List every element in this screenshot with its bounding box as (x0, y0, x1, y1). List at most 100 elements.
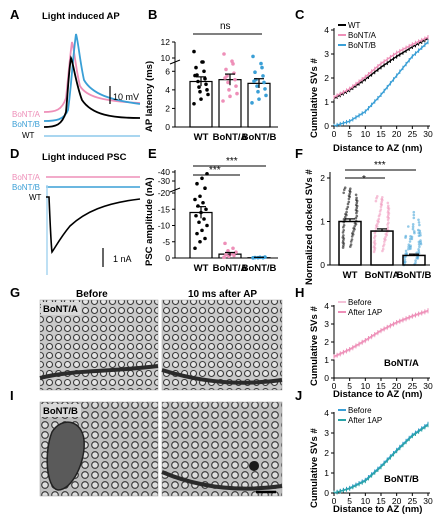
trace-a-bontb (43, 33, 141, 122)
panel-f-point-1-43 (387, 221, 390, 224)
panel-h-xtick-label-6: 30 (423, 381, 433, 391)
panel-f-point-1-34 (381, 196, 384, 199)
panel-b-point-0-14 (200, 60, 204, 64)
panel-d-title: Light induced PSC (42, 152, 127, 163)
panel-f-point-0-59 (354, 223, 358, 226)
trace-d-wt (46, 196, 141, 255)
panel-f-point-0-32 (355, 201, 359, 205)
panel-f-point-2-38 (417, 243, 421, 246)
panel-f-point-0-20 (342, 226, 345, 229)
panel-b-point-1-4 (234, 84, 238, 88)
panel-f-point-0-57 (342, 237, 346, 240)
panel-b-point-1-3 (227, 88, 231, 92)
panel-e-point-1-5 (234, 250, 238, 254)
panel-b-point-1-11 (223, 76, 227, 80)
panel-b-point-0-3 (198, 89, 202, 94)
panel-h-series-line-1 (333, 309, 429, 358)
panel-b-point-0-4 (205, 88, 209, 92)
panel-f-point-0-37 (355, 196, 358, 200)
trace-label-a-wt: WT (22, 131, 35, 140)
panel-f-point-1-28 (384, 235, 387, 239)
panel-b-point-1-1 (228, 94, 232, 99)
panel-h-marks (333, 308, 429, 360)
panel-f-point-1-40 (378, 213, 382, 216)
panel-e-point-0-4 (200, 228, 204, 233)
panel-h-xtick-label-2: 10 (361, 381, 371, 391)
panel-j-xtick-label-5: 25 (408, 496, 418, 506)
panel-f-star-2: *** (374, 160, 386, 171)
panel-c-ytick-label-3: 3 (324, 49, 329, 59)
scale-label-a: 10 mV (113, 92, 139, 102)
panel-e-bar-0 (189, 211, 213, 258)
panel-f-point-0-19 (346, 202, 350, 206)
panel-j-xtick-label-0: 0 (332, 496, 337, 506)
panel-h-xlabel: Distance to AZ (nm) (333, 389, 422, 400)
panel-f-point-2-49 (416, 257, 420, 260)
panel-f-point-0-17 (354, 216, 358, 220)
panel-f-point-0-15 (341, 231, 345, 234)
panel-e-point-0-16 (195, 181, 199, 186)
panel-e-point-0-15 (203, 186, 207, 190)
panel-f-marks (338, 186, 426, 267)
panel-f-point-0-34 (349, 187, 352, 190)
panel-h-ytick-label-0: 0 (324, 373, 329, 383)
panel-f-point-0-13 (349, 245, 352, 248)
panel-h-ylabel: Cumulative SVs # (309, 306, 320, 386)
trace-label-a-bontb: BoNT/B (12, 120, 40, 129)
panel-f-point-2-19 (410, 235, 414, 239)
panel-f-point-0-30 (343, 215, 347, 219)
panel-c-legend: WT BoNT/A BoNT/B (338, 21, 377, 50)
panel-f-point-0-31 (342, 239, 345, 242)
panel-f-point-0-14 (345, 207, 349, 211)
panel-c-ylabel: Cumulative SVs # (309, 58, 320, 138)
panel-e-point-1-7 (231, 246, 235, 251)
panel-letter-c: C (295, 7, 305, 22)
panel-f-point-0-35 (345, 210, 348, 214)
panel-e-star-2: *** (226, 156, 238, 167)
panel-c-ytick-label-1: 1 (324, 97, 329, 107)
panel-b-point-0-0 (192, 101, 196, 106)
panel-e-point-0-17 (200, 176, 204, 181)
panel-c-ytick-label-4: 4 (324, 25, 329, 35)
panel-f-point-1-47 (376, 195, 379, 198)
panel-f-point-1-58 (387, 207, 391, 210)
panel-b-point-2-13 (251, 54, 255, 59)
panel-c-series-line-2 (333, 41, 429, 127)
panel-f-point-0-55 (349, 190, 352, 194)
panel-b-category-1: BoNT/A (213, 132, 248, 143)
panel-b-point-2-5 (255, 84, 259, 88)
panel-h-tag: BoNT/A (384, 358, 419, 369)
panel-f-point-1-44 (382, 243, 386, 246)
panel-j-xtick-label-2: 10 (361, 496, 371, 506)
panel-b-point-2-2 (264, 93, 268, 98)
panel-b-ytick-label-3: 6 (165, 66, 170, 76)
panel-f-point-0-46 (342, 224, 346, 227)
panel-e-ytick-label-5: -30 (158, 176, 171, 186)
panel-f-point-2-29 (412, 213, 416, 217)
scale-label-d: 1 nA (113, 254, 132, 264)
panel-f-point-0-45 (347, 200, 351, 204)
trace-a-wt (43, 55, 141, 128)
panel-f-point-2-3 (411, 223, 415, 226)
legend-j-after: After 1AP (348, 416, 382, 425)
panel-j-ytick-label-0: 0 (324, 488, 329, 498)
panel-f-point-0-24 (347, 197, 351, 201)
panel-letter-e: E (148, 146, 157, 161)
panel-b-axis-break (169, 59, 181, 65)
panel-b-point-1-9 (224, 67, 228, 72)
panel-b-point-2-6 (262, 80, 266, 85)
panel-f-point-2-39 (414, 261, 417, 265)
panel-b-point-2-0 (250, 101, 254, 105)
panel-f-point-2-48 (419, 242, 423, 246)
panel-f-point-0-58 (355, 199, 359, 203)
panel-f-point-1-55 (381, 198, 384, 202)
panel-e-point-1-8 (223, 241, 227, 246)
panel-f-point-2-42 (404, 236, 407, 239)
panel-e-point-0-6 (197, 220, 201, 225)
panel-f-point-2-33 (417, 250, 421, 253)
panel-f-point-2-32 (418, 231, 422, 235)
panel-g-col-after: 10 ms after AP (188, 289, 257, 300)
